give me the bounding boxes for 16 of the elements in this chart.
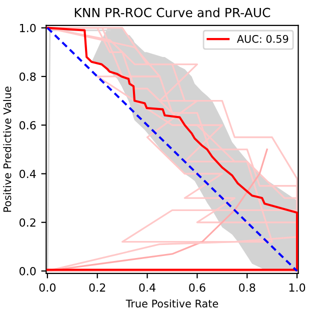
x-tick-label: 0.0: [39, 283, 56, 292]
y-tick-label: 0.0: [20, 266, 36, 276]
y-tick-label: 0.2: [20, 218, 36, 227]
x-tick-label: 1.0: [289, 283, 306, 292]
x-tick-label: 0.6: [189, 283, 206, 292]
y-tick-label: 0.4: [20, 170, 36, 178]
x-tick-label: 0.2: [89, 283, 106, 292]
legend-label: AUC: 0.59: [236, 34, 288, 43]
y-tick-label: 1.0: [20, 24, 36, 32]
x-axis-title: True Positive Rate: [126, 299, 218, 308]
x-tick-label: 0.8: [239, 283, 256, 292]
y-tick-label: 0.8: [20, 72, 36, 81]
chart-title: KNN PR-ROC Curve and PR-AUC: [74, 8, 270, 18]
y-tick-label: 0.6: [20, 121, 36, 130]
x-tick-label: 0.4: [139, 283, 156, 292]
y-axis-title: Positive Predictive Value: [3, 86, 12, 212]
